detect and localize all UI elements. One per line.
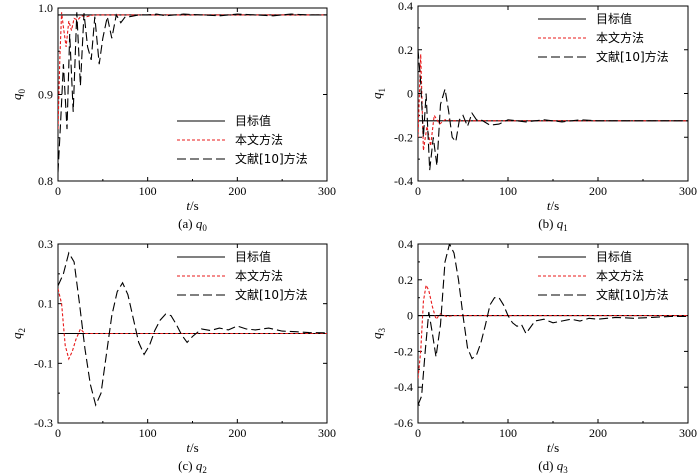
- legend-label: 目标值: [596, 11, 632, 26]
- plot-frame: [417, 5, 689, 182]
- legend-label: 文献[10]方法: [235, 151, 308, 166]
- y-axis-label: q1: [369, 88, 387, 99]
- plot-frame: [417, 243, 689, 424]
- panel-q3: 0 100 200 300 -0.6 -0.4 -0.2 0 0.2 0.4 目标值本文方法文献[1…: [369, 237, 697, 475]
- x-tick-label: 0: [55, 426, 61, 440]
- x-tick-label: 300: [318, 184, 336, 198]
- y-tick-label: 0.9: [38, 88, 53, 102]
- x-tick-label: 0: [415, 184, 421, 198]
- x-tick-label: 200: [589, 184, 607, 198]
- x-tick-label: 100: [139, 426, 157, 440]
- series-line-1: [58, 12, 327, 130]
- y-tick-label: 0.4: [398, 237, 413, 251]
- x-axis-label: t/s: [547, 440, 559, 455]
- y-tick-label: -0.1: [34, 356, 53, 370]
- y-tick-label: 0.2: [398, 43, 413, 57]
- legend-label: 文献[10]方法: [596, 49, 669, 64]
- panel-caption: (a) q0: [178, 216, 207, 233]
- y-tick-label: -0.2: [394, 130, 413, 144]
- x-tick-label: 300: [318, 426, 336, 440]
- legend-label: 目标值: [235, 113, 271, 128]
- panel-caption: (d) q3: [538, 458, 568, 475]
- legend-label: 本文方法: [596, 30, 644, 45]
- series-line-2: [418, 244, 688, 406]
- legend-label: 本文方法: [596, 268, 644, 283]
- series-line-2: [58, 251, 327, 407]
- x-tick-label: 100: [139, 184, 157, 198]
- x-axis-label: t/s: [186, 198, 198, 213]
- y-tick-label: 0: [407, 309, 413, 323]
- y-tick-label: -0.4: [394, 174, 413, 188]
- y-tick-label: 0: [407, 87, 413, 101]
- panel-q1: 0 100 200 300 -0.4 -0.2 0 0.2 0.4 目标值本文方法文献[10]方法…: [369, 0, 697, 233]
- y-tick-label: -0.6: [394, 416, 413, 430]
- y-tick-label: 0.8: [38, 174, 53, 188]
- x-tick-label: 300: [679, 426, 697, 440]
- legend-label: 文献[10]方法: [596, 287, 669, 302]
- y-tick-label: 0.3: [38, 237, 53, 251]
- legend-label: 本文方法: [235, 268, 283, 283]
- legend-label: 目标值: [235, 249, 271, 264]
- legend-label: 本文方法: [235, 132, 283, 147]
- series-line-1: [418, 283, 688, 379]
- y-tick-label: 1.0: [38, 1, 53, 15]
- x-tick-label: 200: [589, 426, 607, 440]
- panel-caption: (c) q2: [178, 458, 207, 475]
- series-line-1: [418, 54, 688, 151]
- legend-label: 目标值: [596, 249, 632, 264]
- y-tick-label: 0.4: [398, 0, 413, 13]
- y-axis-label: q0: [9, 89, 27, 101]
- legend-label: 文献[10]方法: [235, 287, 308, 302]
- x-tick-label: 100: [499, 184, 517, 198]
- y-axis-label: q2: [9, 328, 27, 339]
- y-axis-label: q3: [369, 328, 387, 340]
- x-tick-label: 200: [228, 184, 246, 198]
- y-tick-label: -0.2: [394, 344, 413, 358]
- series-line-2: [58, 12, 327, 173]
- x-tick-label: 100: [499, 426, 517, 440]
- x-tick-label: 300: [679, 184, 697, 198]
- y-tick-label: 0.1: [38, 297, 53, 311]
- x-tick-label: 0: [415, 426, 421, 440]
- series-line-2: [418, 49, 688, 171]
- y-tick-label: -0.4: [394, 380, 413, 394]
- series-line-1: [58, 288, 327, 361]
- x-axis-label: t/s: [186, 440, 198, 455]
- x-axis-label: t/s: [547, 198, 559, 213]
- panel-caption: (b) q1: [538, 216, 567, 233]
- y-tick-label: 0.2: [398, 273, 413, 287]
- x-tick-label: 200: [228, 426, 246, 440]
- x-tick-label: 0: [55, 184, 61, 198]
- y-tick-label: -0.3: [34, 416, 53, 430]
